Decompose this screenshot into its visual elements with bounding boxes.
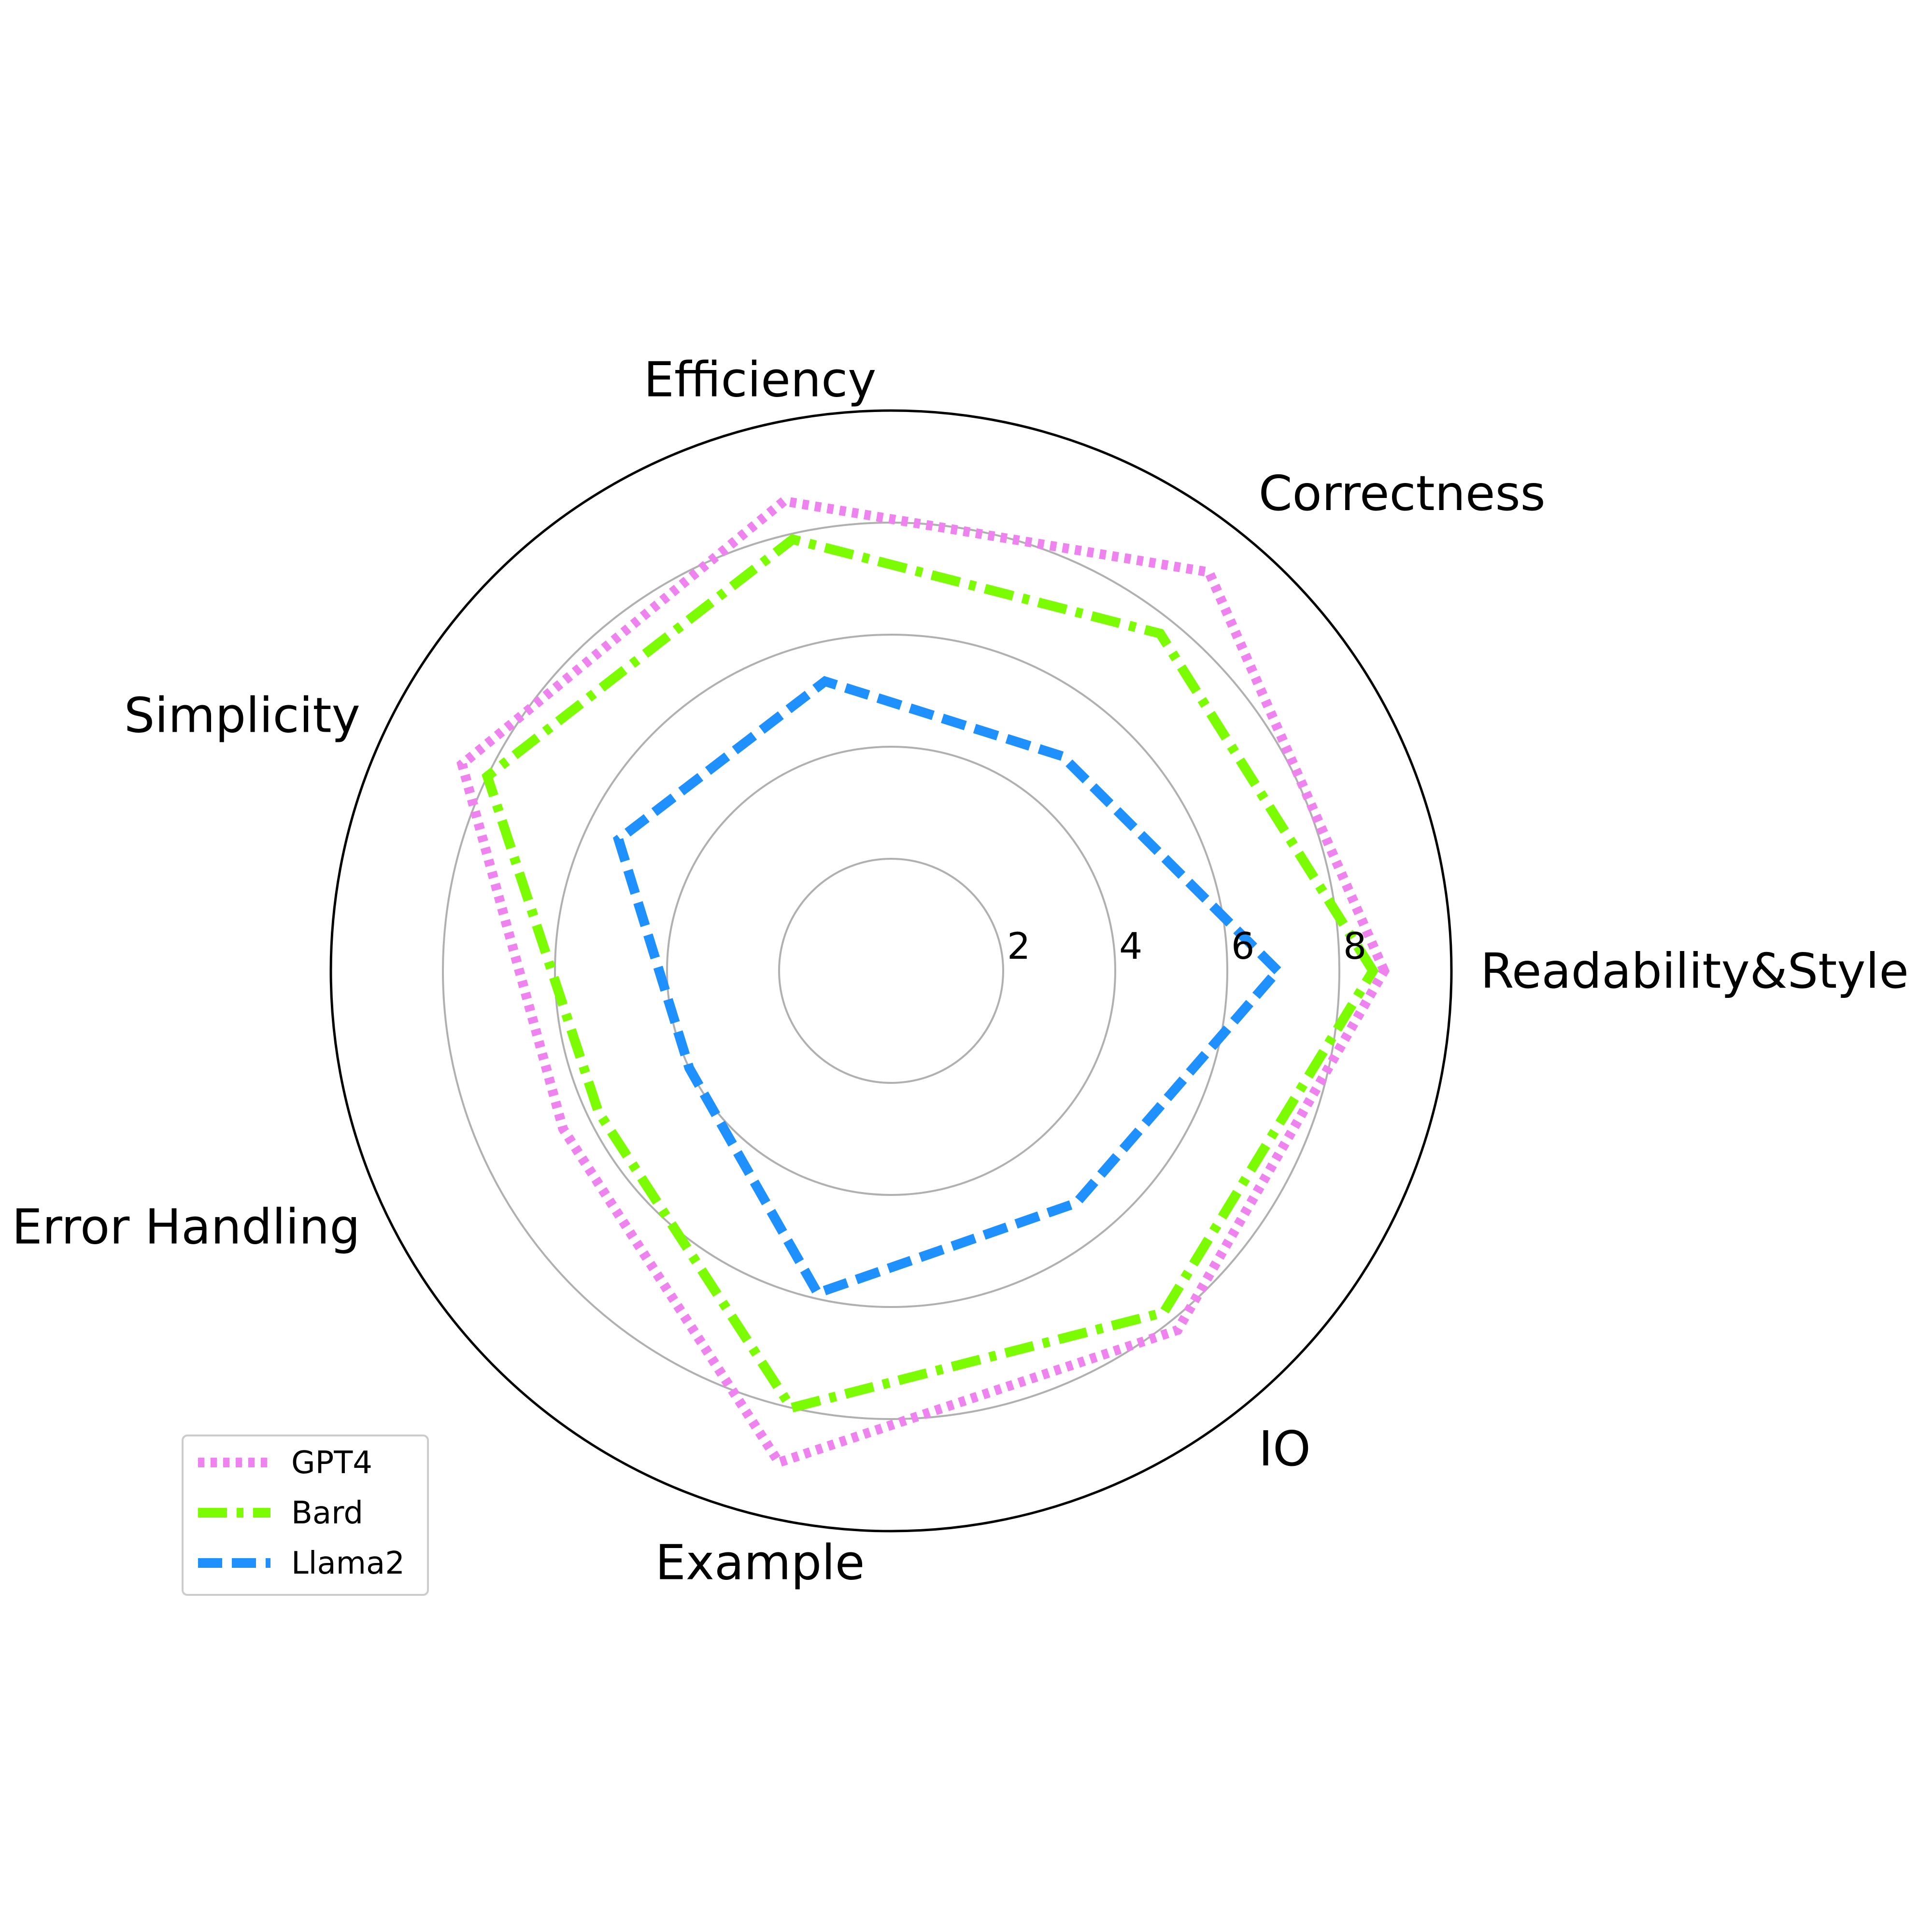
legend-label-bard: Bard (291, 1495, 363, 1531)
axis-label-example: Example (655, 1534, 865, 1591)
grid-circle-2 (778, 858, 1004, 1084)
legend-label-llama2: Llama2 (291, 1546, 405, 1581)
axis-label-io: IO (1259, 1421, 1311, 1477)
axis-label-error-handling: Error Handling (12, 1198, 360, 1255)
series-lines (456, 496, 1390, 1468)
radial-tick-labels: 2 4 6 8 (1007, 924, 1366, 967)
series-line-llama2 (612, 676, 1285, 1299)
tick-label-2: 2 (1007, 924, 1030, 967)
axis-labels: Readability&Style Correctness Efficiency Si… (12, 352, 1909, 1591)
legend: GPT4 Bard Llama2 (182, 1435, 429, 1596)
tick-label-6: 6 (1231, 924, 1254, 967)
axis-label-correctness: Correctness (1259, 465, 1546, 522)
axis-label-efficiency: Efficiency (644, 352, 877, 408)
axis-label-simplicity: Simplicity (124, 687, 360, 744)
legend-label-gpt4: GPT4 (291, 1445, 372, 1481)
outer-frame (329, 409, 1453, 1533)
series-line-bard (482, 534, 1379, 1414)
legend-box (182, 1435, 429, 1596)
tick-label-4: 4 (1119, 924, 1142, 967)
tick-label-8: 8 (1343, 924, 1366, 967)
grid-circle-6 (554, 634, 1228, 1308)
grid-circle-4 (666, 746, 1116, 1196)
radial-grid (329, 409, 1453, 1533)
axis-label-readability-style: Readability&Style (1480, 943, 1909, 999)
series-line-gpt4 (456, 496, 1390, 1468)
grid-circle-8 (442, 522, 1340, 1420)
